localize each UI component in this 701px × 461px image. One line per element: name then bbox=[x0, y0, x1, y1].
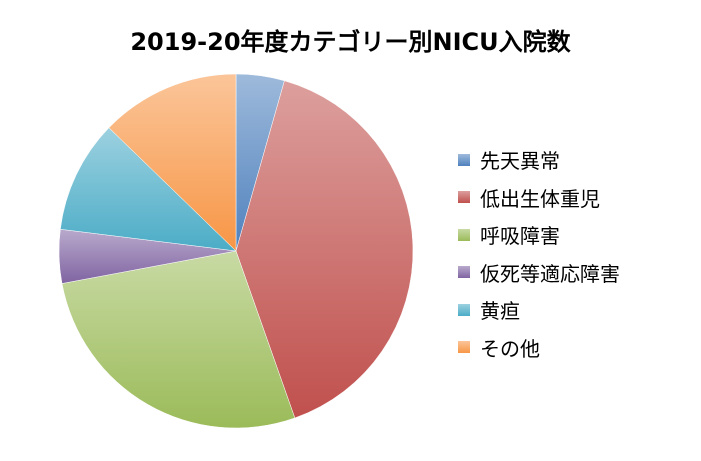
legend-label: 仮死等適応障害 bbox=[480, 261, 620, 286]
legend-item-2: 呼吸障害 bbox=[458, 216, 620, 254]
legend: 先天異常低出生体重児 呼吸障害仮死等適応障害 黄疸その他 bbox=[458, 141, 620, 366]
legend-item-3: 仮死等適応障害 bbox=[458, 254, 620, 292]
pie-slice-4 bbox=[60, 127, 237, 252]
pie-slice-2 bbox=[61, 250, 296, 429]
legend-label: 呼吸障害 bbox=[480, 224, 560, 249]
pie-slices bbox=[58, 73, 414, 429]
legend-swatch bbox=[458, 191, 470, 204]
legend-swatch bbox=[458, 153, 470, 166]
legend-swatch bbox=[458, 303, 470, 316]
legend-label: 先天異常 bbox=[480, 149, 560, 174]
legend-swatch bbox=[458, 266, 470, 279]
legend-item-5: その他 bbox=[458, 329, 620, 367]
legend-label: 黄疸 bbox=[480, 299, 520, 324]
legend-label: その他 bbox=[480, 336, 540, 361]
chart-title: 2019-20年度カテゴリー別NICU入院数 bbox=[130, 28, 571, 56]
legend-item-1: 低出生体重児 bbox=[458, 179, 620, 217]
legend-swatch bbox=[458, 341, 470, 354]
pie-slice-5 bbox=[108, 73, 237, 252]
legend-item-0: 先天異常 bbox=[458, 141, 620, 179]
legend-swatch bbox=[458, 228, 470, 241]
legend-item-4: 黄疸 bbox=[458, 291, 620, 329]
pie-slice-1 bbox=[235, 80, 414, 419]
legend-label: 低出生体重児 bbox=[480, 186, 600, 211]
